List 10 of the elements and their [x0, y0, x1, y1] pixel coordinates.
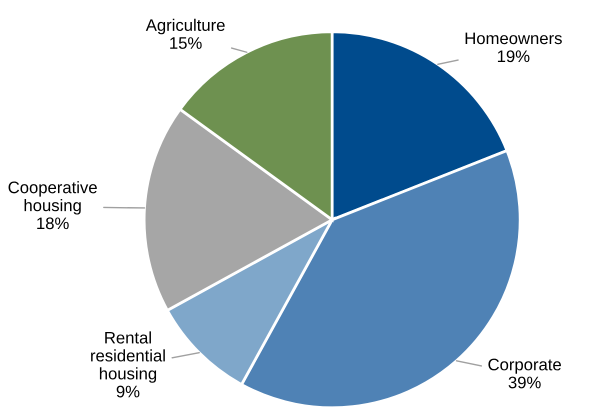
data-label: 39% [508, 376, 541, 388]
slice-label: Agriculture [146, 18, 225, 34]
slice-label: Rental residential housing [91, 331, 165, 383]
data-label: 18% [37, 217, 69, 230]
data-label: 9% [116, 386, 140, 398]
slice-label: Cooperative housing [8, 181, 97, 215]
slice-label: Corporate [488, 358, 561, 374]
data-label: 19% [498, 50, 530, 62]
slice-label: Homeowners [466, 32, 562, 44]
data-label: 15% [170, 37, 202, 49]
